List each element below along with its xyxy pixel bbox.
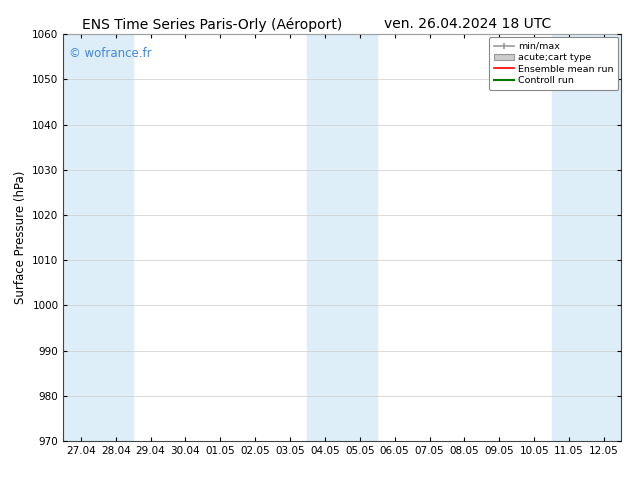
Text: © wofrance.fr: © wofrance.fr <box>69 47 152 59</box>
Y-axis label: Surface Pressure (hPa): Surface Pressure (hPa) <box>14 171 27 304</box>
Bar <box>63 34 133 441</box>
Text: ENS Time Series Paris-Orly (Aéroport): ENS Time Series Paris-Orly (Aéroport) <box>82 17 342 32</box>
Text: ven. 26.04.2024 18 UTC: ven. 26.04.2024 18 UTC <box>384 17 552 31</box>
Bar <box>307 34 377 441</box>
Bar <box>552 34 621 441</box>
Legend: min/max, acute;cart type, Ensemble mean run, Controll run: min/max, acute;cart type, Ensemble mean … <box>489 37 619 90</box>
